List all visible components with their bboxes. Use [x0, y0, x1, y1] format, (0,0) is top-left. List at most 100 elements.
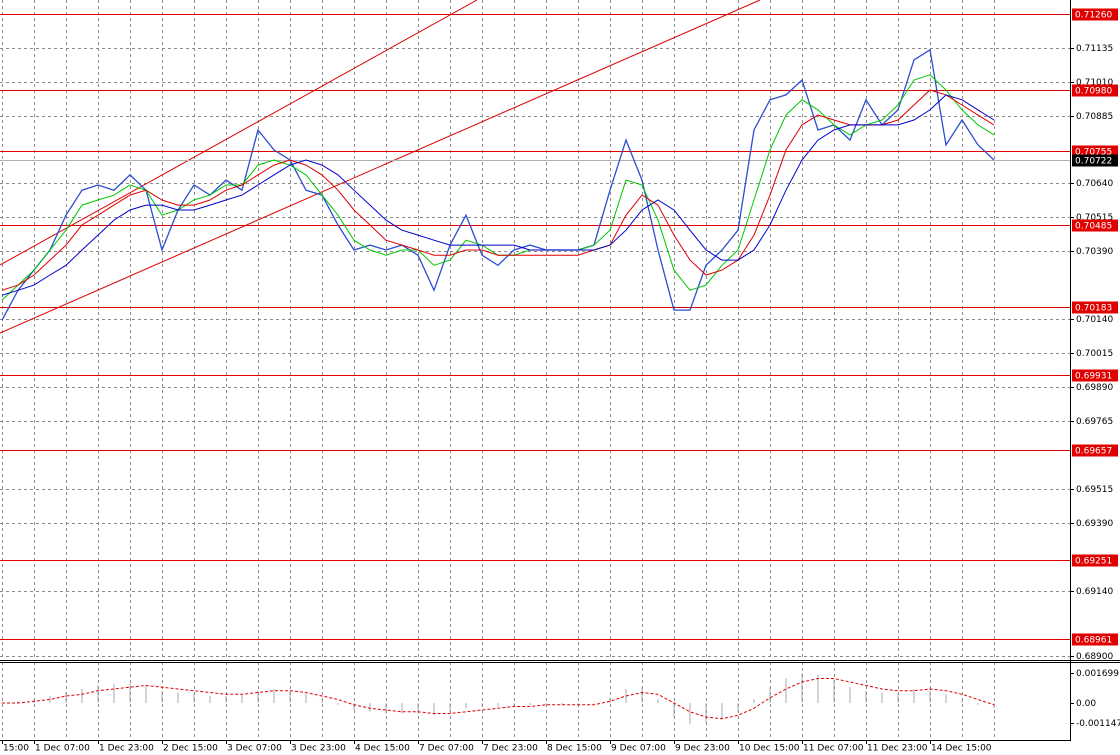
- level-label-box: [1072, 219, 1118, 232]
- x-tick-label: 9 Dec 23:00: [675, 744, 730, 754]
- histogram-bar: [241, 694, 243, 704]
- histogram-bar: [65, 692, 67, 704]
- histogram-bar: [881, 692, 883, 704]
- y-tick-label: 0.69890: [1076, 383, 1113, 393]
- y-tick-label: 0.71135: [1076, 44, 1113, 54]
- main-layer: [0, 14, 1070, 640]
- y-tick-label: 0.70640: [1076, 179, 1113, 189]
- histogram-bar: [17, 701, 19, 704]
- level-label: 0.70755: [1075, 148, 1112, 158]
- x-tick-label: 3 Dec 23:00: [291, 744, 346, 754]
- y-tick-label: 0.001699: [1076, 669, 1119, 679]
- histogram-bar: [113, 683, 115, 704]
- level-label: 0.70980: [1075, 87, 1112, 97]
- histogram-bar: [913, 688, 915, 704]
- histogram-bar: [161, 690, 163, 704]
- x-tick-label: 11 Dec 07:00: [803, 744, 864, 754]
- histogram-bar: [401, 703, 403, 714]
- histogram-bar: [145, 685, 147, 704]
- y-tick-label: 0.69515: [1076, 485, 1113, 495]
- histogram-bar: [321, 699, 323, 704]
- histogram-bar: [529, 703, 531, 705]
- series-line: [1, 94, 995, 296]
- histogram-bar: [865, 690, 867, 704]
- histogram-bar: [721, 703, 723, 719]
- y-tick-label: 0.71010: [1076, 78, 1113, 88]
- x-tick-label: 3 Dec 07:00: [227, 744, 282, 754]
- x-tick-label: 10 Dec 15:00: [739, 744, 800, 754]
- level-label-box: [1072, 84, 1118, 97]
- histogram-bar: [801, 673, 803, 704]
- histogram-bar: [753, 699, 755, 704]
- level-label: 0.70485: [1075, 222, 1112, 232]
- y-tick-label: -0.001147: [1076, 719, 1120, 729]
- histogram-bar: [209, 696, 211, 704]
- histogram-bar: [977, 703, 979, 705]
- level-label: 0.70183: [1075, 304, 1112, 314]
- level-label-box: [1072, 444, 1118, 457]
- histogram-bar: [609, 697, 611, 704]
- x-tick-label: 7 Dec 07:00: [419, 744, 474, 754]
- histogram-bar: [961, 699, 963, 704]
- series-line: [2, 678, 995, 720]
- histogram-bar: [305, 694, 307, 704]
- histogram-bar: [433, 703, 435, 716]
- y-tick-label: 0.69390: [1076, 519, 1113, 529]
- y-tick-label: 0.70515: [1076, 213, 1113, 223]
- level-label: 0.69657: [1075, 447, 1112, 457]
- channel-upper: [0, 0, 478, 266]
- level-label: 0.69251: [1075, 557, 1112, 567]
- histogram-bar: [337, 703, 339, 705]
- y-tick-label: 0.00: [1076, 699, 1096, 709]
- y-tick-label: 0.68900: [1076, 652, 1113, 662]
- x-tick-label: 7 Dec 23:00: [483, 744, 538, 754]
- histogram-bar: [353, 703, 355, 711]
- histogram-bar: [497, 703, 499, 707]
- histogram-bar: [81, 688, 83, 704]
- x-tick-label: 9 Dec 07:00: [611, 744, 666, 754]
- histogram-bar: [465, 703, 467, 709]
- level-label-box: [1072, 301, 1118, 314]
- x-tick-label: 14 Dec 15:00: [931, 744, 992, 754]
- histogram-bar: [769, 687, 771, 704]
- histogram-bar: [177, 692, 179, 704]
- level-label: 0.71260: [1075, 11, 1112, 21]
- histogram-bar: [385, 703, 387, 714]
- histogram-bar: [225, 696, 227, 704]
- histogram-bar: [705, 703, 707, 723]
- histogram-bar: [673, 703, 675, 718]
- histogram-bar: [689, 703, 691, 725]
- histogram-bar: [273, 688, 275, 704]
- histogram-bar: [417, 703, 419, 714]
- histogram-bar: [289, 690, 291, 704]
- histogram-bar: [993, 703, 995, 709]
- histogram-bar: [849, 687, 851, 704]
- histogram-bar: [817, 674, 819, 704]
- histogram-bar: [513, 703, 515, 707]
- level-label-box: [1072, 633, 1118, 646]
- histogram-bar: [945, 694, 947, 704]
- histogram-bar: [641, 687, 643, 704]
- histogram-bar: [49, 696, 51, 704]
- histogram-bar: [577, 703, 579, 705]
- last-price-box: [1072, 154, 1118, 167]
- histogram-bar: [657, 699, 659, 704]
- histogram-bar: [97, 685, 99, 704]
- channel-lower: [0, 0, 761, 334]
- histogram-bar: [897, 692, 899, 704]
- osc-layer: [1, 673, 995, 725]
- series-line: [1, 89, 995, 291]
- histogram-bar: [129, 683, 131, 704]
- x-tick-label: 1 Dec 07:00: [35, 744, 90, 754]
- histogram-bar: [929, 687, 931, 704]
- histogram-bar: [545, 703, 547, 705]
- level-label: 0.69931: [1075, 372, 1112, 382]
- level-label-box: [1072, 369, 1118, 382]
- histogram-bar: [193, 694, 195, 704]
- x-tick-label: 1 Dec 23:00: [99, 744, 154, 754]
- histogram-bar: [737, 703, 739, 712]
- x-tick-label: 11 Dec 23:00: [867, 744, 928, 754]
- x-tick-label: 15:00: [3, 744, 29, 754]
- y-tick-label: 0.69140: [1076, 587, 1113, 597]
